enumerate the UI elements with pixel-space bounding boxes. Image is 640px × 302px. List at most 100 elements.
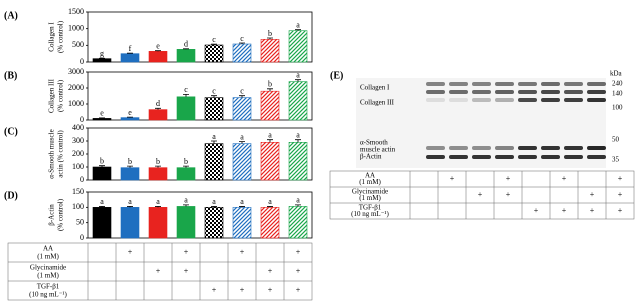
significance-letter: d xyxy=(156,99,160,108)
bar xyxy=(260,90,280,121)
blot-band xyxy=(587,146,606,150)
significance-letter: a xyxy=(156,197,160,206)
blot-band xyxy=(449,90,468,94)
bar xyxy=(120,53,140,63)
y-tick-label: 0 xyxy=(80,175,84,184)
error-bar xyxy=(211,206,217,208)
error-bar xyxy=(127,52,133,54)
kda-marker: 35 xyxy=(612,156,620,164)
significance-letter: e xyxy=(156,41,160,50)
y-axis-label: α-Smooth muscle xyxy=(48,129,56,178)
treatment-mark: + xyxy=(184,266,189,275)
blot-band xyxy=(564,82,583,86)
panel-label: (E) xyxy=(330,70,343,81)
table-frame xyxy=(329,170,635,220)
y-tick-label: 2000 xyxy=(68,83,84,92)
treatment-mark: + xyxy=(184,247,189,256)
blot-band xyxy=(426,98,445,102)
bar xyxy=(120,207,140,239)
bar xyxy=(260,39,280,63)
treatment-dose: (1 mM) xyxy=(359,194,381,202)
error-bar xyxy=(267,139,273,143)
treatment-mark: + xyxy=(128,247,133,256)
significance-letter: b xyxy=(156,157,160,166)
error-bar xyxy=(295,204,301,207)
error-bar xyxy=(211,43,217,45)
y-axis-label: Collagen I xyxy=(48,22,56,52)
blot-band xyxy=(426,90,445,94)
treatment-mark: + xyxy=(450,174,455,183)
protein-label: Collagen III xyxy=(360,99,395,107)
y-tick-label: 500 xyxy=(72,40,84,49)
blot-band xyxy=(426,82,445,86)
significance-letter: a xyxy=(296,196,300,205)
bar xyxy=(204,44,224,63)
bar xyxy=(232,43,252,63)
error-bar xyxy=(127,165,133,168)
treatment-mark: + xyxy=(296,266,301,275)
bar xyxy=(176,206,196,239)
bar xyxy=(288,30,308,63)
treatment-name: TGF-β1 xyxy=(359,203,382,211)
blot-band xyxy=(495,90,514,94)
y-tick-label: 200 xyxy=(72,149,84,158)
bar xyxy=(92,207,112,239)
treatment-mark: + xyxy=(618,190,623,199)
error-bar xyxy=(267,37,273,40)
significance-letter: a xyxy=(296,71,300,80)
blot-band xyxy=(587,90,606,94)
y-tick-label: 3000 xyxy=(68,67,84,76)
significance-letter: e xyxy=(128,108,132,117)
blot-band xyxy=(541,82,560,86)
blot-band xyxy=(541,90,560,94)
blot-band xyxy=(426,155,445,159)
bar xyxy=(204,97,224,121)
error-bar xyxy=(211,95,217,98)
significance-letter: a xyxy=(212,132,216,141)
error-bar xyxy=(99,165,105,167)
y-axis-label: β-Actin xyxy=(48,204,56,226)
treatment-mark: + xyxy=(506,174,511,183)
blot-band xyxy=(518,82,537,86)
bar xyxy=(176,49,196,63)
significance-letter: c xyxy=(212,35,216,44)
significance-letter: a xyxy=(296,131,300,140)
blot-band xyxy=(495,146,514,150)
blot-band xyxy=(518,98,537,102)
y-tick-label: 300 xyxy=(72,136,84,145)
error-bar xyxy=(155,50,161,52)
error-bar xyxy=(155,165,161,168)
blot-band xyxy=(587,82,606,86)
treatment-dose: (1 mM) xyxy=(37,271,59,279)
significance-letter: b xyxy=(268,29,272,38)
error-bar xyxy=(267,206,273,208)
significance-letter: c xyxy=(184,85,188,94)
treatment-mark: + xyxy=(506,190,511,199)
bar xyxy=(92,166,112,181)
blot-band xyxy=(564,155,583,159)
treatment-name: Glycinamide xyxy=(30,263,66,271)
blot-band xyxy=(495,155,514,159)
blot-band xyxy=(449,155,468,159)
bar xyxy=(92,58,112,63)
bar xyxy=(288,142,308,181)
significance-letter: b xyxy=(128,157,132,166)
significance-letter: a xyxy=(240,132,244,141)
error-bar xyxy=(239,95,245,98)
y-tick-label: 0 xyxy=(80,233,84,242)
bar xyxy=(232,97,252,121)
y-tick-label: 50 xyxy=(76,217,84,226)
significance-letter: a xyxy=(268,197,272,206)
bar xyxy=(204,207,224,239)
treatment-mark: + xyxy=(240,285,245,294)
y-tick-label: 150 xyxy=(72,187,84,196)
treatment-name: AA xyxy=(43,244,53,252)
protein-label: muscle actin xyxy=(360,146,396,154)
y-axis-label: (% control) xyxy=(57,20,65,53)
y-tick-label: 0 xyxy=(80,57,84,66)
y-axis-label: (% control) xyxy=(57,198,65,231)
bar xyxy=(92,118,112,121)
table-frame xyxy=(7,242,313,301)
blot-band xyxy=(518,90,537,94)
